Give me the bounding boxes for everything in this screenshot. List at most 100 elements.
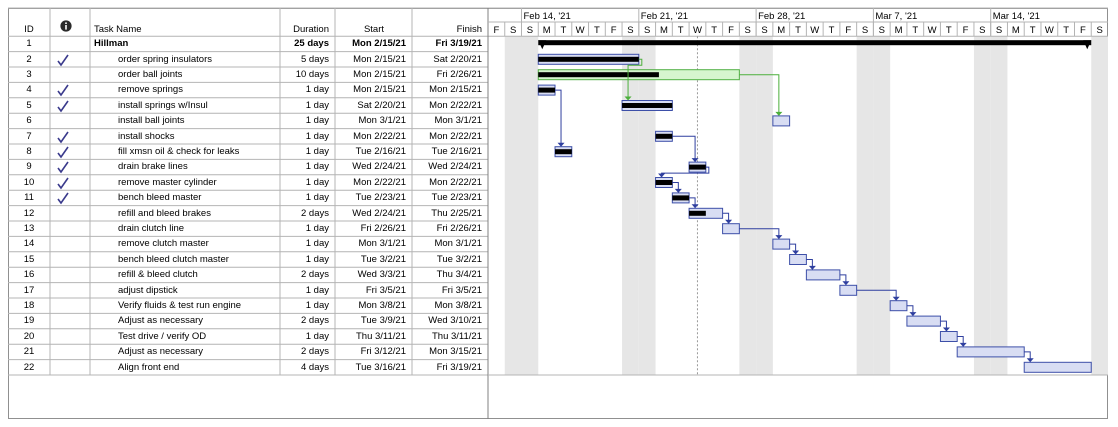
task-duration[interactable]: 1 day (305, 300, 329, 311)
task-finish[interactable]: Fri 3/19/21 (436, 361, 482, 373)
task-name[interactable]: install ball joints (118, 115, 185, 127)
task-start[interactable]: Mon 3/1/21 (358, 115, 406, 127)
task-duration[interactable]: 1 day (305, 115, 329, 127)
task-duration[interactable]: 1 day (305, 238, 329, 250)
task-bar[interactable] (956, 346, 1025, 358)
task-name[interactable]: remove master cylinder (118, 176, 217, 188)
task-bar[interactable] (621, 100, 673, 111)
header-finish[interactable]: Finish (456, 24, 482, 35)
task-name[interactable]: order ball joints (118, 69, 183, 80)
task-bar[interactable] (688, 207, 724, 219)
task-bar[interactable] (789, 254, 807, 265)
task-start[interactable]: Tue 2/23/21 (355, 192, 406, 204)
task-bar[interactable] (906, 315, 941, 327)
task-finish[interactable]: Mon 3/8/21 (434, 300, 482, 311)
task-finish[interactable]: Tue 2/23/21 (431, 192, 482, 204)
task-bar[interactable] (554, 146, 573, 158)
task-start[interactable]: Tue 2/16/21 (355, 146, 406, 157)
task-start[interactable]: Sat 2/20/21 (357, 99, 406, 111)
task-finish[interactable]: Thu 3/4/21 (436, 269, 482, 281)
task-finish[interactable]: Fri 3/19/21 (435, 38, 482, 50)
task-finish[interactable]: Fri 2/26/21 (436, 69, 482, 80)
task-bar[interactable] (722, 223, 740, 235)
header-indicators[interactable] (60, 20, 72, 32)
task-duration[interactable]: 1 day (305, 146, 329, 157)
task-finish[interactable]: Mon 3/1/21 (434, 115, 482, 127)
task-bar[interactable] (772, 115, 791, 127)
task-start[interactable]: Wed 2/24/21 (352, 207, 406, 219)
task-name[interactable]: drain clutch line (118, 223, 185, 234)
task-duration[interactable]: 2 days (301, 315, 329, 327)
task-finish[interactable]: Mon 3/15/21 (429, 346, 482, 358)
task-start[interactable]: Mon 2/22/21 (353, 176, 406, 188)
task-start[interactable]: Wed 3/3/21 (357, 269, 406, 281)
task-name[interactable]: adjust dipstick (118, 284, 178, 296)
task-finish[interactable]: Fri 2/26/21 (436, 223, 482, 234)
task-name[interactable]: install springs w/Insul (118, 99, 208, 111)
task-bar[interactable] (889, 300, 908, 312)
task-finish[interactable]: Thu 2/25/21 (431, 207, 482, 219)
task-name[interactable]: refill and bleed brakes (118, 207, 211, 219)
task-bar[interactable] (655, 177, 673, 188)
task-start[interactable]: Mon 2/15/21 (353, 53, 406, 65)
task-finish[interactable]: Wed 3/10/21 (428, 315, 482, 327)
task-name[interactable]: refill & bleed clutch (118, 269, 198, 281)
header-duration[interactable]: Duration (293, 24, 329, 35)
task-bar[interactable] (805, 269, 841, 281)
task-duration[interactable]: 25 days (294, 38, 329, 50)
task-bar[interactable] (671, 192, 690, 204)
task-start[interactable]: Fri 3/12/21 (360, 346, 406, 358)
task-name[interactable]: Adjust as necessary (118, 315, 204, 327)
task-duration[interactable]: 1 day (305, 84, 329, 96)
task-start[interactable]: Mon 3/8/21 (358, 300, 406, 311)
task-name[interactable]: remove springs (118, 84, 183, 96)
task-duration[interactable]: 2 days (301, 269, 329, 281)
header-start[interactable]: Start (363, 24, 384, 35)
task-duration[interactable]: 1 day (305, 130, 329, 142)
task-start[interactable]: Mon 2/22/21 (353, 130, 406, 142)
summary-task-name[interactable]: Hillman (94, 38, 129, 50)
task-start[interactable]: Tue 3/2/21 (360, 253, 406, 265)
task-bar[interactable] (537, 84, 556, 96)
task-start[interactable]: Fri 3/5/21 (365, 284, 406, 296)
task-start[interactable]: Mon 2/15/21 (352, 38, 406, 50)
task-name[interactable]: install shocks (118, 130, 175, 142)
task-finish[interactable]: Mon 2/22/21 (429, 176, 482, 188)
task-bar[interactable] (537, 53, 640, 65)
task-duration[interactable]: 4 days (301, 361, 329, 373)
task-start[interactable]: Mon 2/15/21 (353, 84, 406, 96)
task-finish[interactable]: Tue 2/16/21 (431, 146, 482, 157)
task-finish[interactable]: Mon 2/15/21 (429, 84, 482, 96)
task-name[interactable]: drain brake lines (118, 161, 188, 173)
task-duration[interactable]: 1 day (305, 161, 329, 173)
task-finish[interactable]: Thu 3/11/21 (431, 330, 482, 342)
task-start[interactable]: Wed 2/24/21 (352, 161, 406, 173)
task-bar[interactable] (655, 130, 673, 142)
task-bar[interactable] (939, 331, 958, 342)
task-duration[interactable]: 2 days (301, 207, 329, 219)
task-bar[interactable] (537, 69, 740, 81)
task-finish[interactable]: Sat 2/20/21 (433, 53, 482, 65)
task-bar[interactable] (772, 238, 791, 250)
header-task-name[interactable]: Task Name (94, 24, 142, 35)
task-bar[interactable] (688, 161, 707, 173)
task-name[interactable]: order spring insulators (118, 53, 212, 65)
task-name[interactable]: bench bleed master (118, 192, 202, 204)
task-start[interactable]: Tue 3/9/21 (360, 315, 406, 327)
task-name[interactable]: Adjust as necessary (118, 346, 204, 358)
task-duration[interactable]: 1 day (305, 192, 329, 204)
task-duration[interactable]: 1 day (305, 284, 329, 296)
task-start[interactable]: Thu 3/11/21 (355, 330, 406, 342)
task-duration[interactable]: 2 days (301, 346, 329, 358)
task-duration[interactable]: 10 days (295, 69, 329, 80)
task-name[interactable]: remove clutch master (118, 238, 209, 250)
task-start[interactable]: Fri 2/26/21 (360, 223, 406, 234)
task-start[interactable]: Mon 3/1/21 (358, 238, 406, 250)
task-finish[interactable]: Mon 2/22/21 (429, 130, 482, 142)
task-finish[interactable]: Mon 3/1/21 (434, 238, 482, 250)
summary-bar[interactable] (538, 40, 1092, 50)
task-finish[interactable]: Wed 2/24/21 (428, 161, 482, 173)
task-duration[interactable]: 1 day (305, 176, 329, 188)
task-finish[interactable]: Tue 3/2/21 (436, 253, 482, 265)
task-bar[interactable] (839, 284, 858, 296)
